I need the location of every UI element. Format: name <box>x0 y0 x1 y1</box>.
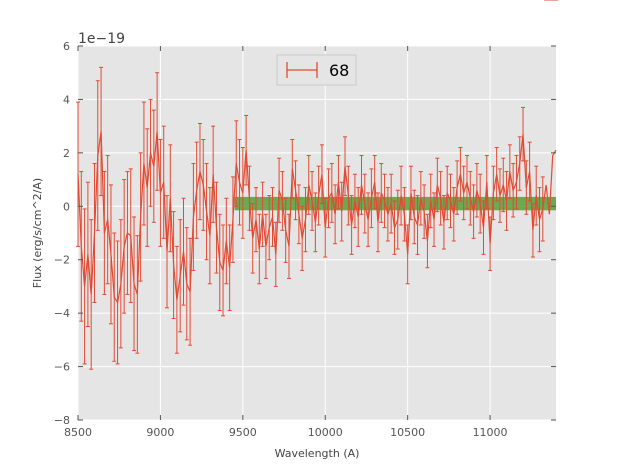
y-tick-label: −4 <box>54 307 70 320</box>
y-tick-label: −2 <box>54 254 70 267</box>
y-tick-label: 2 <box>63 147 70 160</box>
x-tick-label: 9000 <box>146 426 174 439</box>
x-tick-label: 8500 <box>64 426 92 439</box>
x-axis-label: Wavelength (A) <box>275 447 360 460</box>
y-tick-label: 0 <box>63 200 70 213</box>
y-scale-label: 1e−19 <box>78 31 125 47</box>
y-tick-label: −6 <box>54 361 70 374</box>
series-68 <box>76 0 558 370</box>
y-tick-label: 4 <box>63 93 70 106</box>
legend-label: 68 <box>329 61 349 80</box>
x-tick-label: 10000 <box>308 426 343 439</box>
x-tick-label: 10500 <box>390 426 425 439</box>
y-tick-label: 6 <box>63 40 70 53</box>
series-line <box>77 131 557 305</box>
y-tick-label: −8 <box>54 414 70 427</box>
legend: 68 <box>276 54 357 86</box>
axis-ticks: 8500 9000 9500 10000 10500 11000 −8 −6 −4 −2 0 2 4 6 <box>54 40 556 439</box>
x-tick-label: 11000 <box>473 426 508 439</box>
x-tick-label: 9500 <box>229 426 257 439</box>
y-axis-label: Flux (erg/s/cm^2/A) <box>31 178 44 288</box>
plot-area <box>78 46 556 420</box>
